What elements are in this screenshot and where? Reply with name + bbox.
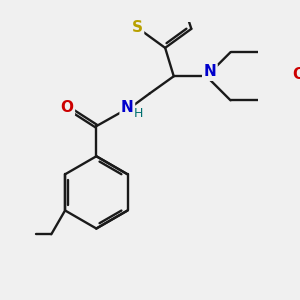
Text: O: O: [292, 67, 300, 82]
Text: O: O: [61, 100, 74, 115]
Text: N: N: [121, 100, 134, 115]
Text: S: S: [132, 20, 143, 35]
Text: H: H: [134, 107, 143, 120]
Text: N: N: [203, 64, 216, 80]
